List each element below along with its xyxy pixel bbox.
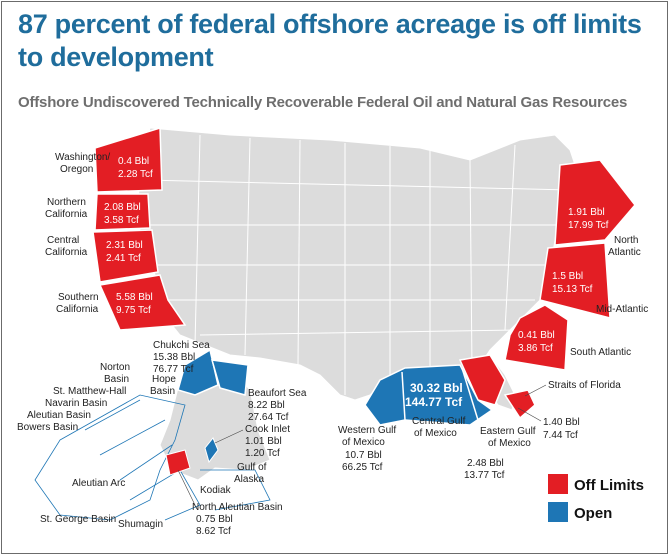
value-western-gulf-oil: 10.7 Bbl [345, 450, 382, 461]
label-southern-california-1: Southern [58, 292, 99, 303]
region-beaufort-sea [210, 359, 249, 396]
alaska-basin-outlines [34, 394, 271, 521]
label-north-atlantic-1: North [614, 235, 638, 246]
value-washington-oregon-gas: 2.28 Tcf [118, 169, 153, 180]
label-shumagin: Shumagin [118, 519, 163, 530]
label-chukchi-sea: Chukchi Sea [153, 340, 210, 351]
value-north-atlantic-oil: 1.91 Bbl [568, 207, 605, 218]
label-washington-oregon-2: Oregon [60, 164, 93, 175]
value-eastern-gulf-oil: 2.48 Bbl [467, 458, 504, 469]
state-borders [144, 134, 571, 395]
value-cook-inlet-gas: 1.20 Tcf [245, 448, 280, 459]
value-north-aleutian-basin-oil: 0.75 Bbl [196, 514, 233, 525]
value-central-california-gas: 2.41 Tcf [106, 253, 141, 264]
label-gulf-of-alaska-1: Gulf of [237, 462, 267, 473]
label-gulf-of-alaska-2: Alaska [234, 474, 264, 485]
label-kodiak: Kodiak [200, 485, 232, 496]
label-central-california-1: Central [47, 235, 79, 246]
label-beaufort-sea: Beaufort Sea [248, 388, 307, 399]
label-aleutian-basin: Aleutian Basin [27, 410, 91, 421]
value-beaufort-sea-gas: 27.64 Tcf [248, 412, 289, 423]
label-hope-basin-2: Basin [150, 386, 175, 397]
region-washington-oregon [94, 126, 163, 193]
value-south-atlantic-gas: 3.86 Tcf [518, 343, 553, 354]
label-south-atlantic: South Atlantic [570, 347, 631, 358]
region-northern-california [94, 193, 151, 231]
label-northern-california-2: California [45, 209, 88, 220]
region-cook-inlet [204, 437, 219, 464]
value-beaufort-sea-oil: 8.22 Bbl [248, 400, 285, 411]
value-southern-california-gas: 9.75 Tcf [116, 305, 151, 316]
map-subtitle: Offshore Undiscovered Technically Recove… [18, 94, 628, 111]
label-central-gulf-2: of Mexico [414, 428, 457, 439]
region-central-california [92, 229, 159, 283]
legend-swatch-open [548, 502, 568, 522]
map-title: 87 percent of federal offshore acreage i… [18, 9, 642, 72]
region-north-atlantic [554, 159, 636, 246]
alaska-land [159, 371, 271, 481]
label-straits-of-florida: Straits of Florida [548, 380, 621, 391]
label-western-gulf-2: of Mexico [342, 437, 385, 448]
value-chukchi-sea-gas: 76.77 Tcf [153, 364, 194, 375]
legend-swatch-off-limits [548, 474, 568, 494]
value-north-aleutian-basin-gas: 8.62 Tcf [196, 526, 231, 537]
region-southern-california [98, 274, 187, 331]
value-mid-atlantic-gas: 15.13 Tcf [552, 284, 593, 295]
region-south-atlantic [504, 304, 569, 371]
label-central-gulf-1: Central Gulf [412, 416, 466, 427]
region-chukchi-sea [177, 348, 219, 396]
value-central-california-oil: 2.31 Bbl [106, 240, 143, 251]
value-western-gulf-gas: 66.25 Tcf [342, 462, 383, 473]
legend: Off Limits Open [548, 474, 644, 522]
value-northern-california-gas: 3.58 Tcf [104, 215, 139, 226]
label-norton-basin-2: Basin [104, 374, 129, 385]
label-mid-atlantic: Mid-Atlantic [596, 304, 648, 315]
legend-label-open: Open [574, 505, 612, 522]
value-florida-gas: 7.44 Tcf [543, 430, 578, 441]
region-central-western-gulf [364, 364, 494, 426]
value-mid-atlantic-oil: 1.5 Bbl [552, 271, 583, 282]
value-southern-california-oil: 5.58 Bbl [116, 292, 153, 303]
label-hope-basin-1: Hope [152, 374, 176, 385]
label-norton-basin-1: Norton [100, 362, 130, 373]
label-western-gulf-1: Western Gulf [338, 425, 396, 436]
label-eastern-gulf-1: Eastern Gulf [480, 426, 536, 437]
value-washington-oregon-oil: 0.4 Bbl [118, 156, 149, 167]
region-mid-atlantic [539, 242, 611, 319]
label-north-atlantic-2: Atlantic [608, 247, 641, 258]
label-north-aleutian-basin: North Aleutian Basin [192, 502, 283, 513]
label-central-california-2: California [45, 247, 88, 258]
value-chukchi-sea-oil: 15.38 Bbl [153, 352, 195, 363]
label-southern-california-2: California [56, 304, 99, 315]
label-northern-california-1: Northern [47, 197, 86, 208]
value-gulf-gas: 144.77 Tcf [405, 395, 463, 409]
region-north-aleutian-basin [165, 449, 191, 476]
label-eastern-gulf-2: of Mexico [488, 438, 531, 449]
label-st-matthew-hall: St. Matthew-Hall [53, 386, 126, 397]
label-aleutian-arc: Aleutian Arc [72, 478, 125, 489]
label-cook-inlet: Cook Inlet [245, 424, 290, 435]
value-gulf-oil: 30.32 Bbl [410, 381, 463, 395]
label-navarin-basin: Navarin Basin [45, 398, 107, 409]
label-st-george-basin: St. George Basin [40, 514, 116, 525]
value-south-atlantic-oil: 0.41 Bbl [518, 330, 555, 341]
region-straits-of-florida [503, 389, 536, 420]
value-north-atlantic-gas: 17.99 Tcf [568, 220, 609, 231]
label-washington-oregon-1: Washington/ [55, 152, 110, 163]
value-northern-california-oil: 2.08 Bbl [104, 202, 141, 213]
legend-label-off-limits: Off Limits [574, 477, 644, 494]
value-cook-inlet-oil: 1.01 Bbl [245, 436, 282, 447]
label-bowers-basin: Bowers Basin [17, 422, 78, 433]
value-florida-oil: 1.40 Bbl [543, 417, 580, 428]
value-eastern-gulf-gas: 13.77 Tcf [464, 470, 505, 481]
